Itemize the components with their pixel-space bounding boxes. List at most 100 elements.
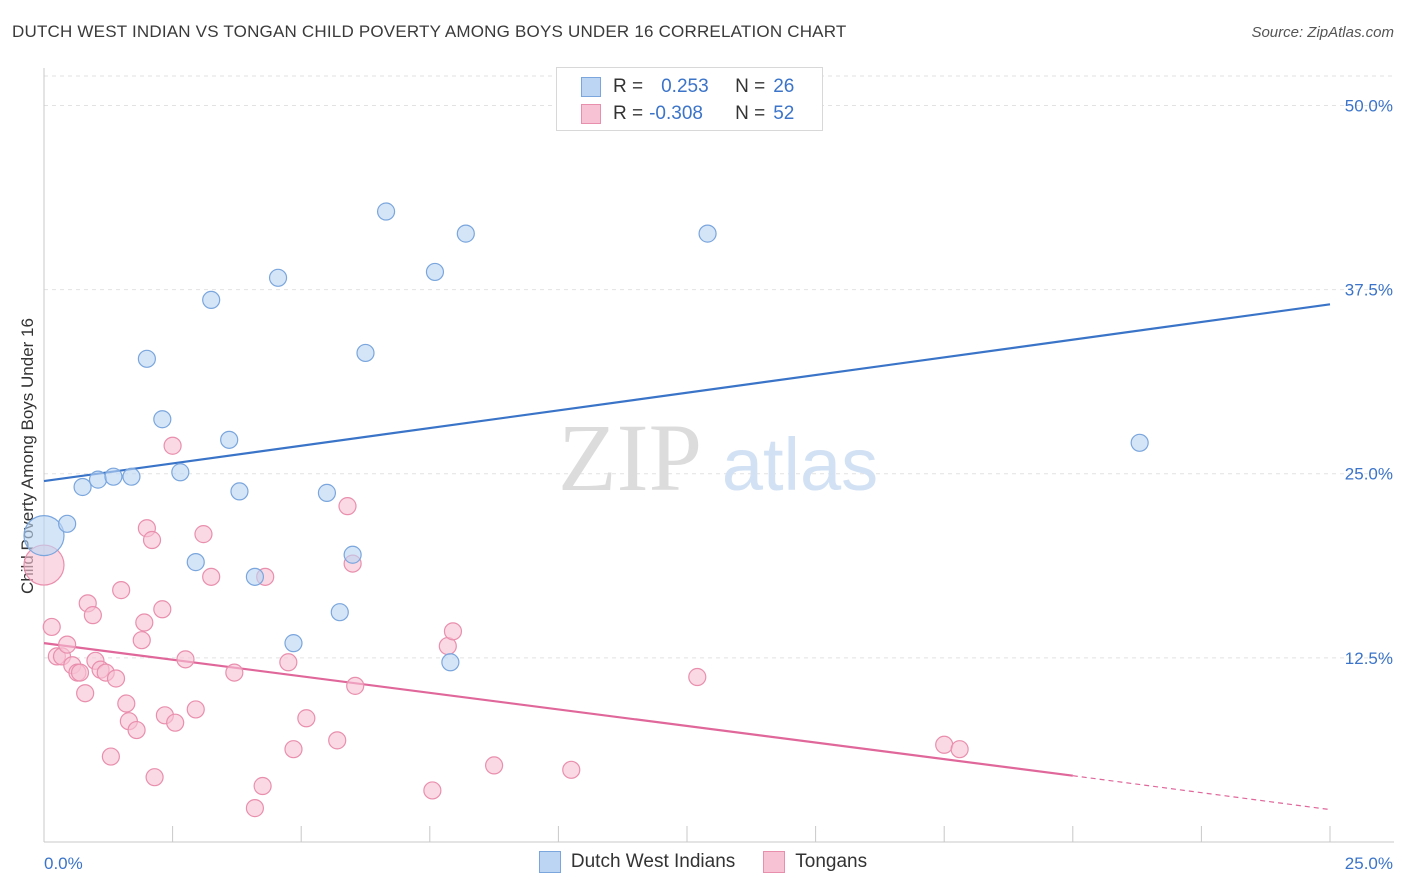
blue-swatch bbox=[581, 77, 601, 97]
point-tongans bbox=[101, 747, 120, 766]
point-tongans bbox=[76, 684, 95, 703]
point-tongans bbox=[153, 600, 172, 619]
watermark: ZIP atlas bbox=[558, 404, 878, 511]
point-tongans bbox=[423, 781, 442, 800]
trend-line-tongans bbox=[43, 642, 1073, 777]
point-tongans bbox=[166, 713, 185, 732]
series-legend: Dutch West Indians Tongans bbox=[0, 851, 1406, 873]
point-tongans bbox=[297, 709, 316, 728]
n-value: 52 bbox=[773, 103, 795, 124]
point-tongans bbox=[176, 650, 195, 669]
point-tongans bbox=[253, 776, 272, 796]
point-tongans bbox=[70, 663, 90, 682]
data-points bbox=[23, 202, 1149, 818]
r-label: R = bbox=[613, 103, 644, 124]
point-tongans bbox=[42, 617, 61, 637]
point-tongans bbox=[117, 694, 136, 713]
point-tongans bbox=[186, 700, 205, 719]
legend-item-dutch-west-indians: Dutch West Indians bbox=[538, 851, 736, 873]
point-tongans bbox=[346, 676, 365, 695]
r-value: 0.253 bbox=[661, 76, 709, 97]
pink-swatch bbox=[581, 104, 601, 124]
point-tongans bbox=[225, 663, 244, 682]
point-tongans bbox=[688, 667, 707, 687]
point-dutch-west-indians bbox=[58, 514, 77, 533]
source-label: Source: ZipAtlas.com bbox=[1251, 24, 1394, 41]
point-dutch-west-indians bbox=[88, 470, 108, 489]
pink-swatch bbox=[763, 851, 786, 873]
point-tongans bbox=[284, 740, 303, 759]
x-tick-label: 0.0% bbox=[44, 854, 83, 873]
point-dutch-west-indians bbox=[425, 262, 445, 282]
point-dutch-west-indians bbox=[356, 343, 375, 363]
point-tongans bbox=[145, 768, 164, 787]
trend-line-dutch-west-indians bbox=[43, 303, 1331, 483]
point-dutch-west-indians bbox=[202, 290, 221, 310]
point-dutch-west-indians bbox=[330, 603, 349, 622]
legend-item-tongans: Tongans bbox=[763, 851, 867, 873]
y-tick-label: 37.5% bbox=[1345, 281, 1393, 300]
watermark-atlas: atlas bbox=[722, 423, 878, 506]
r-label: R = bbox=[613, 76, 644, 97]
point-tongans bbox=[163, 436, 182, 455]
y-tick-label: 12.5% bbox=[1345, 649, 1393, 668]
point-tongans bbox=[83, 606, 102, 625]
point-tongans bbox=[328, 731, 347, 750]
x-tick-label: 25.0% bbox=[1345, 854, 1393, 873]
point-tongans bbox=[950, 740, 969, 759]
point-dutch-west-indians bbox=[245, 567, 265, 586]
n-label: N = bbox=[735, 76, 766, 97]
point-dutch-west-indians bbox=[343, 545, 362, 564]
point-tongans bbox=[106, 669, 126, 688]
stats-row-tongans: R = -0.308 N = 52 bbox=[557, 101, 794, 127]
point-dutch-west-indians bbox=[104, 467, 123, 486]
legend-label: Dutch West Indians bbox=[570, 851, 736, 872]
point-dutch-west-indians bbox=[220, 430, 239, 449]
point-dutch-west-indians bbox=[73, 477, 92, 497]
stats-row-dutch-west-indians: R = 0.253 N = 26 bbox=[557, 74, 794, 100]
point-dutch-west-indians bbox=[137, 349, 156, 368]
point-tongans bbox=[245, 799, 265, 818]
point-dutch-west-indians bbox=[23, 514, 65, 557]
point-tongans bbox=[562, 760, 581, 779]
point-dutch-west-indians bbox=[456, 224, 475, 243]
n-label: N = bbox=[735, 103, 766, 124]
legend-label: Tongans bbox=[795, 851, 868, 872]
chart-title: DUTCH WEST INDIAN VS TONGAN CHILD POVERT… bbox=[12, 22, 847, 41]
point-tongans bbox=[132, 631, 151, 650]
point-tongans bbox=[279, 653, 298, 672]
point-dutch-west-indians bbox=[186, 553, 205, 572]
point-dutch-west-indians bbox=[230, 482, 249, 501]
point-dutch-west-indians bbox=[317, 483, 337, 502]
point-dutch-west-indians bbox=[698, 224, 717, 243]
tick-labels: 12.5% 25.0% 37.5% 50.0% 0.0% 25.0% bbox=[44, 96, 1393, 873]
point-tongans bbox=[338, 497, 357, 516]
point-tongans bbox=[127, 720, 146, 740]
point-dutch-west-indians bbox=[122, 467, 141, 486]
stats-legend: R = 0.253 N = 26 R = -0.308 N = 52 bbox=[556, 67, 823, 131]
point-dutch-west-indians bbox=[171, 463, 190, 482]
y-tick-label: 25.0% bbox=[1345, 465, 1393, 484]
point-dutch-west-indians bbox=[284, 634, 303, 653]
blue-swatch bbox=[538, 851, 561, 873]
point-tongans bbox=[135, 613, 154, 632]
point-tongans bbox=[935, 735, 954, 754]
point-tongans bbox=[112, 581, 131, 600]
point-dutch-west-indians bbox=[441, 653, 460, 672]
gridlines bbox=[44, 75, 1394, 659]
point-dutch-west-indians bbox=[376, 202, 396, 221]
point-tongans bbox=[443, 622, 463, 641]
point-tongans bbox=[202, 567, 221, 586]
point-tongans bbox=[485, 756, 504, 775]
point-tongans bbox=[194, 525, 213, 544]
point-dutch-west-indians bbox=[1130, 433, 1149, 452]
point-dutch-west-indians bbox=[153, 410, 172, 429]
n-value: 26 bbox=[773, 76, 795, 97]
watermark-zip: ZIP bbox=[558, 404, 702, 511]
axes bbox=[43, 68, 1394, 843]
trend-lines bbox=[43, 303, 1331, 811]
y-tick-label: 50.0% bbox=[1345, 96, 1393, 115]
trend-line-tongans-extension bbox=[1072, 775, 1331, 811]
point-tongans bbox=[58, 635, 77, 654]
